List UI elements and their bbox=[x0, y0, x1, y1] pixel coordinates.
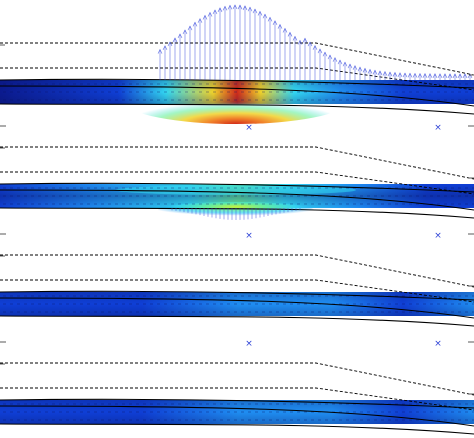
node-marker-2: × bbox=[434, 123, 442, 133]
deformed-outline-1 bbox=[0, 78, 474, 89]
deformed-outline-2 bbox=[0, 315, 474, 327]
deformed-outline-3 bbox=[0, 405, 474, 427]
node-marker-2: × bbox=[434, 339, 442, 349]
load-vectors bbox=[171, 208, 301, 220]
deformed-outline-2 bbox=[0, 207, 474, 219]
undeformed-outline-1 bbox=[0, 146, 474, 180]
node-markers: × × bbox=[245, 123, 442, 133]
undeformed-outline-1 bbox=[0, 42, 474, 76]
undeformed-outline-2 bbox=[0, 67, 474, 91]
node-marker-1: × bbox=[245, 339, 253, 349]
deformed-outline-3 bbox=[0, 297, 474, 319]
node-marker-1: × bbox=[245, 123, 253, 133]
deformed-outline-1 bbox=[0, 290, 474, 301]
stress-band bbox=[116, 185, 356, 195]
deformed-outline-1 bbox=[0, 182, 474, 193]
displacement-markers bbox=[3, 295, 474, 313]
node-markers: × × bbox=[245, 339, 442, 349]
undeformed-outline-1 bbox=[0, 254, 474, 288]
stress-hotspot bbox=[126, 80, 346, 124]
panel-3: × × bbox=[0, 254, 474, 349]
undeformed-outline-2 bbox=[0, 279, 474, 303]
panel-2: × × bbox=[0, 146, 474, 241]
node-marker-1: × bbox=[245, 231, 253, 241]
panel-1: × × bbox=[0, 4, 474, 133]
undeformed-outline-1 bbox=[0, 362, 474, 396]
deformed-outline-2 bbox=[0, 103, 474, 115]
undeformed-outline-2 bbox=[0, 171, 474, 195]
load-vectors bbox=[157, 4, 473, 80]
undeformed-outline-2 bbox=[0, 387, 474, 411]
node-marker-2: × bbox=[434, 231, 442, 241]
deformed-outline-1 bbox=[0, 398, 474, 409]
deformed-outline-3 bbox=[0, 189, 474, 211]
panel-4: ×× bbox=[0, 362, 474, 435]
deformed-outline-2 bbox=[0, 423, 474, 435]
deformed-outline-3 bbox=[0, 85, 474, 107]
node-markers: × × bbox=[245, 231, 442, 241]
